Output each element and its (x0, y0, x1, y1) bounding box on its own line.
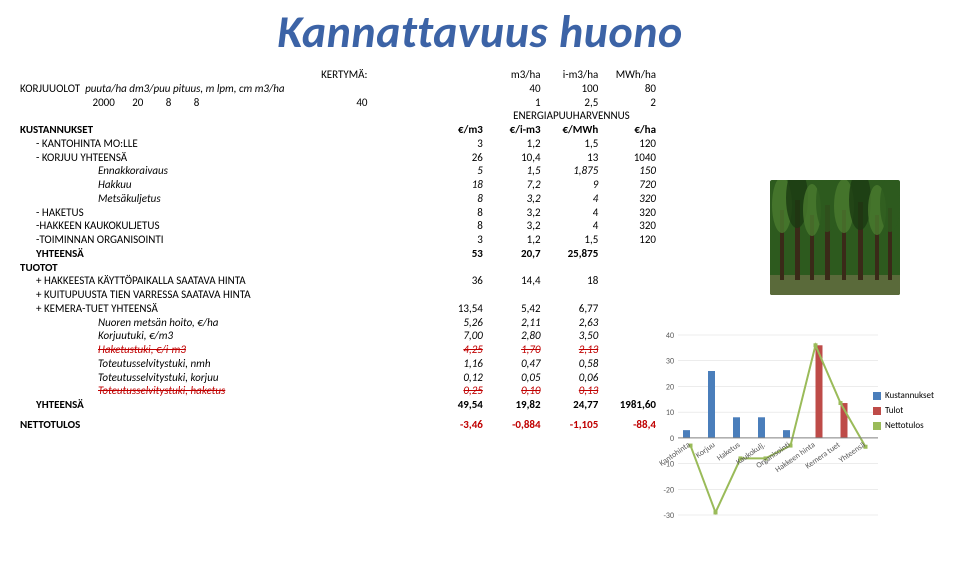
table-row: -TOIMINNAN ORGANISOINTI31,21,5120 (18, 233, 658, 247)
u2: €/MWh (543, 123, 601, 137)
legend-tulot: Tulot (885, 405, 903, 416)
kt2: 25,875 (543, 247, 601, 261)
legend-netto: Nettotulos (885, 420, 924, 431)
kt1: 20,7 (485, 247, 543, 261)
table-row: Toteutusselvitystuki, haketus0,250,100,1… (18, 384, 658, 398)
tt3: 1981,60 (600, 398, 658, 412)
r2-3: 8 (194, 96, 200, 109)
r2-4: 40 (312, 96, 370, 110)
r2-2: 8 (166, 96, 172, 109)
hdr-m3ha: m3/ha (485, 68, 543, 82)
hdr-netto: NETTOTULOS (18, 418, 312, 432)
table-row: + KUITUPUUSTA TIEN VARRESSA SAATAVA HINT… (18, 288, 658, 302)
tt1: 19,82 (485, 398, 543, 412)
svg-text:30: 30 (666, 357, 674, 367)
table-row: + HAKKEESTA KÄYTTÖPAIKALLA SAATAVA HINTA… (18, 274, 658, 288)
kv1: 100 (543, 82, 601, 96)
table-row: Hakkuu187,29720 (18, 178, 658, 192)
table-row: Toteutusselvitystuki, nmh1,160,470,58 (18, 357, 658, 371)
n0: -3,46 (427, 418, 485, 432)
kv0: 40 (485, 82, 543, 96)
n2: -1,105 (543, 418, 601, 432)
table-row: Ennakkoraivaus51,51,875150 (18, 164, 658, 178)
table-row: - KANTOHINTA MO:LLE31,21,5120 (18, 137, 658, 151)
svg-text:10: 10 (666, 408, 674, 418)
r2-5: 1 (485, 96, 543, 110)
u3: €/ha (600, 123, 658, 137)
tuotot-total-lbl: YHTEENSÄ (18, 398, 312, 412)
hdr-im3ha: i-m3/ha (543, 68, 601, 82)
kust-total-lbl: YHTEENSÄ (18, 247, 312, 261)
page-title: Kannattavuus huono (0, 0, 960, 60)
hdr-kust: KUSTANNUKSET (18, 123, 312, 137)
kv2: 80 (600, 82, 658, 96)
table-row: + KEMERA-TUET YHTEENSÄ13,545,426,77 (18, 302, 658, 316)
calculation-table: KERTYMÄ: m3/ha i-m3/ha MWh/ha KORJUUOLOT… (18, 68, 658, 432)
profitability-chart: 403020100-10-20-30KantohintaKorjuuHaketu… (656, 330, 936, 530)
tt2: 24,77 (543, 398, 601, 412)
r2-6: 2,5 (543, 96, 601, 110)
legend-kust: Kustannukset (885, 390, 934, 401)
table-row: Nuoren metsän hoito, €/ha5,262,112,63 (18, 316, 658, 330)
hdr-energ: ENERGIAPUUHARVENNUS (485, 109, 658, 123)
hdr-mwhha: MWh/ha (600, 68, 658, 82)
table-row: - KORJUU YHTEENSÄ2610,4131040 (18, 151, 658, 165)
table-row: - HAKETUS83,24320 (18, 206, 658, 220)
svg-text:0: 0 (670, 434, 674, 444)
r2-1: 20 (132, 96, 143, 109)
table-row: Haketustuki, €/i-m34,251,702,13 (18, 343, 658, 357)
svg-text:20: 20 (666, 382, 674, 392)
chart-legend: Kustannukset Tulot Nettotulos (873, 390, 934, 435)
kt3 (600, 247, 658, 261)
table-row: Korjuutuki, €/m37,002,803,50 (18, 329, 658, 343)
hdr-ko-sub: puuta/ha dm3/puu pituus, m lpm, cm m3/ha (85, 82, 284, 95)
table-row: Metsäkuljetus83,24320 (18, 192, 658, 206)
tt0: 49,54 (427, 398, 485, 412)
table-row: -HAKKEEN KAUKOKULJETUS83,24320 (18, 219, 658, 233)
svg-text:Korjuu: Korjuu (694, 440, 717, 460)
svg-text:40: 40 (666, 331, 674, 341)
n3: -88,4 (600, 418, 658, 432)
hdr-kertyma: KERTYMÄ: (312, 68, 370, 82)
u1: €/i-m3 (485, 123, 543, 137)
hdr-korjuuolot: KORJUUOLOT (20, 82, 80, 95)
forest-photo (770, 180, 900, 295)
svg-text:-30: -30 (663, 511, 674, 521)
r2-0: 2000 (93, 96, 115, 109)
kt0: 53 (427, 247, 485, 261)
u0: €/m3 (427, 123, 485, 137)
r2-7: 2 (600, 96, 658, 110)
svg-text:Yhteensä: Yhteensä (837, 440, 867, 465)
svg-text:-20: -20 (663, 485, 674, 495)
hdr-tuotot: TUOTOT (18, 261, 312, 275)
document-page: Kannattavuus huono 403020100-10-20-30Kan… (0, 0, 960, 582)
n1: -0,884 (485, 418, 543, 432)
table-row: Toteutusselvitystuki, korjuu0,120,050,06 (18, 371, 658, 385)
svg-text:Kantohinta: Kantohinta (657, 440, 692, 469)
